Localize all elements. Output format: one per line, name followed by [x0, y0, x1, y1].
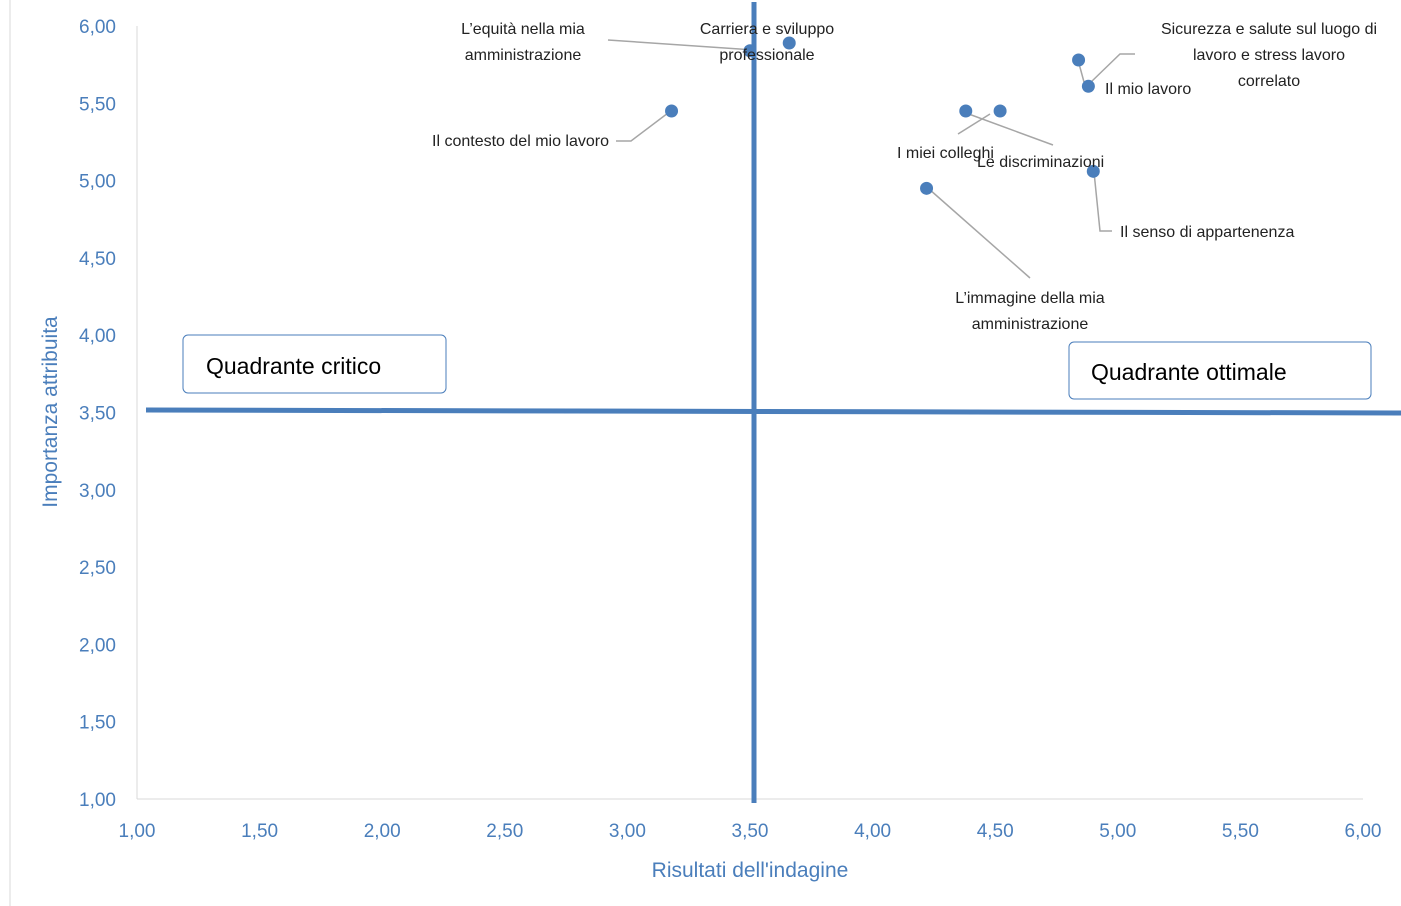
leader-line	[957, 113, 991, 135]
x-tick-label: 6,00	[1345, 821, 1382, 842]
x-tick-label: 1,50	[241, 821, 278, 842]
quadrant-optimal-box: Quadrante ottimale	[1068, 341, 1372, 400]
quadrant-critical-box: Quadrante critico	[182, 334, 447, 394]
leader-line	[1093, 171, 1112, 232]
point-label: Il mio lavoro	[1105, 81, 1191, 98]
point-label: I miei colleghi	[897, 145, 994, 162]
leader-line	[965, 112, 1054, 146]
x-tick-label: 3,00	[609, 821, 646, 842]
leader-line	[616, 109, 673, 142]
quadrant-critical-label: Quadrante critico	[206, 353, 381, 379]
point-label-line: amministrazione	[972, 316, 1089, 333]
point-label: L’equità nella mia amministrazione	[461, 21, 585, 64]
data-point	[1086, 164, 1100, 178]
x-tick-label: 2,00	[364, 821, 401, 842]
point-label-line: lavoro e stress lavoro	[1193, 47, 1345, 64]
y-tick-label: 6,00	[79, 17, 116, 38]
y-tick-label: 2,00	[79, 635, 116, 656]
data-points	[665, 36, 1100, 195]
point-label: Le discriminazioni	[977, 154, 1104, 171]
reference-line-horizontal	[145, 407, 1401, 416]
data-point	[782, 36, 796, 50]
data-point	[1081, 79, 1095, 93]
y-tick-label: 5,00	[79, 172, 116, 193]
quadrant-optimal-frame	[1068, 341, 1372, 400]
leader-line	[607, 39, 755, 51]
y-tick-label: 4,00	[79, 326, 116, 347]
point-label-line: correlato	[1238, 73, 1300, 90]
point-label-line: amministrazione	[465, 47, 582, 64]
point-label: Carriera e sviluppo professionale	[700, 21, 834, 64]
data-point	[920, 181, 934, 195]
y-tick-label: 2,50	[79, 558, 116, 579]
point-label: Il senso di appartenenza	[1120, 224, 1294, 241]
point-label-line: Il senso di appartenenza	[1120, 224, 1294, 241]
x-tick-label: 5,00	[1099, 821, 1136, 842]
point-label-line: Sicurezza e salute sul luogo di	[1161, 21, 1377, 38]
point-label: L’immagine della mia amministrazione	[955, 290, 1105, 333]
x-tick-label: 4,50	[977, 821, 1014, 842]
point-label-line: professionale	[719, 47, 814, 64]
y-tick-label: 4,50	[79, 249, 116, 270]
x-tick-label: 3,50	[732, 821, 769, 842]
point-label: Sicurezza e salute sul luogo di lavoro e …	[1161, 21, 1377, 90]
data-point	[1072, 53, 1086, 67]
chart-area	[10, 0, 1401, 906]
point-labels: Il contesto del mio lavoro L’equità nella…	[432, 21, 1377, 333]
data-point	[993, 104, 1007, 118]
leader-line	[928, 188, 1031, 279]
point-label: Il contesto del mio lavoro	[432, 133, 609, 150]
leader-line	[1089, 53, 1135, 84]
point-label-line: L’equità nella mia	[461, 21, 585, 38]
leader-lines	[607, 39, 1135, 279]
y-tick-label: 1,00	[79, 790, 116, 811]
x-tick-label: 5,50	[1222, 821, 1259, 842]
y-tick-labels: 1,00 1,50 2,00 2,50 3,00 3,50 4,00 4,50 5,00 5,50…	[79, 17, 116, 811]
point-label-line: Carriera e sviluppo	[700, 21, 834, 38]
point-label-line: Il contesto del mio lavoro	[432, 133, 609, 150]
point-label-line: Le discriminazioni	[977, 154, 1104, 171]
y-tick-label: 1,50	[79, 713, 116, 734]
x-tick-labels: 1,00 1,50 2,00 2,50 3,00 3,50 4,00 4,50 5,00 5,50…	[119, 821, 1382, 842]
y-tick-label: 3,00	[79, 481, 116, 502]
data-point	[743, 44, 757, 58]
y-axis-title: Importanza attribuita	[39, 316, 62, 508]
x-tick-label: 1,00	[119, 821, 156, 842]
point-label-line: L’immagine della mia	[955, 290, 1105, 307]
point-label-line: I miei colleghi	[897, 145, 994, 162]
data-point	[959, 104, 973, 118]
y-tick-label: 3,50	[79, 404, 116, 425]
quadrant-optimal-label: Quadrante ottimale	[1091, 359, 1287, 385]
x-axis-title: Risultati dell'indagine	[652, 859, 849, 882]
point-label-line: Il mio lavoro	[1105, 81, 1191, 98]
data-point	[665, 104, 679, 118]
quadrant-critical-frame	[182, 334, 447, 394]
y-tick-label: 5,50	[79, 94, 116, 115]
x-tick-label: 4,00	[854, 821, 891, 842]
x-tick-label: 2,50	[486, 821, 523, 842]
